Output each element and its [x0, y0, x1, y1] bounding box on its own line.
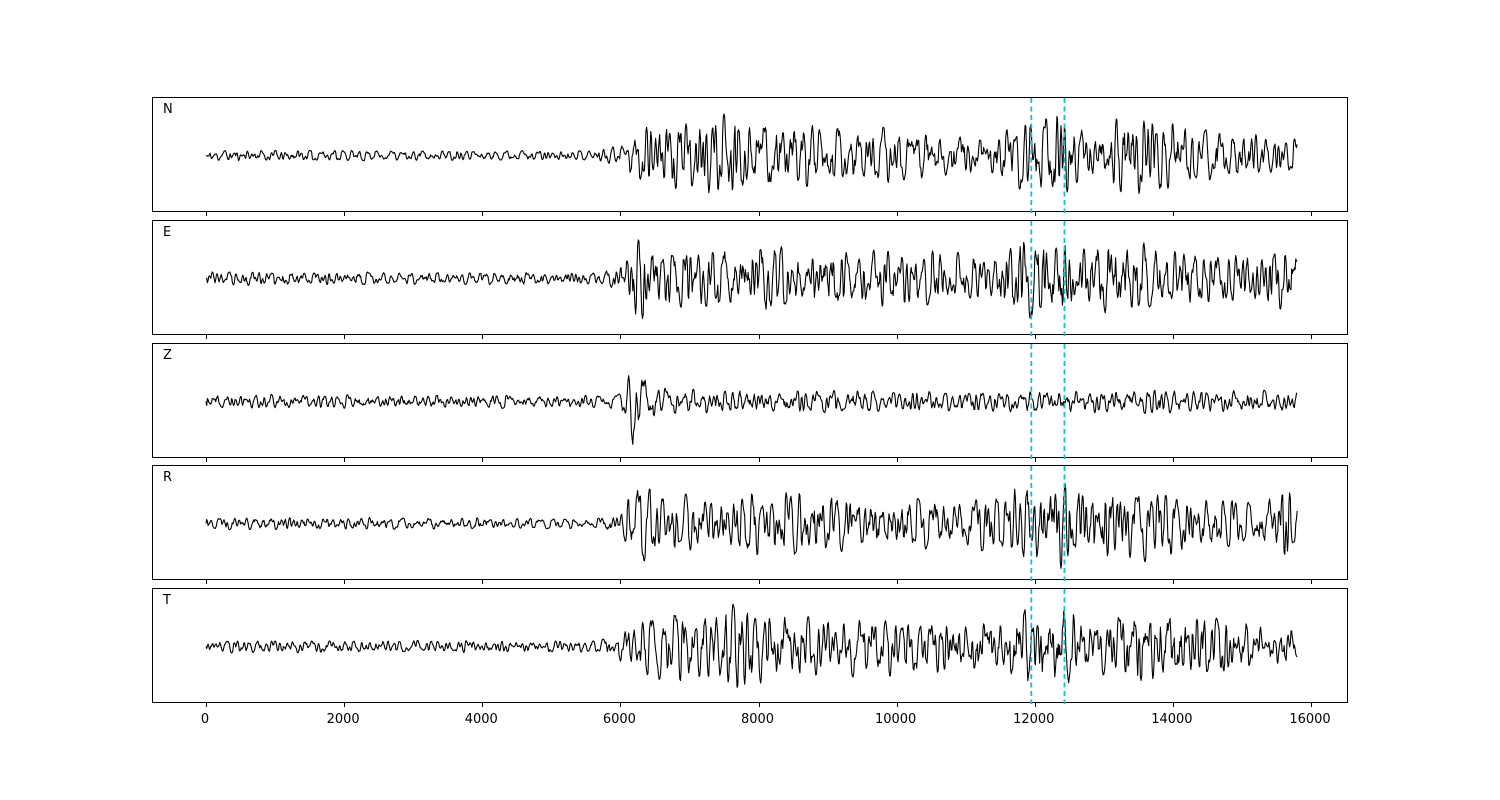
x-tick-mark — [206, 580, 207, 585]
x-tick-mark — [482, 334, 484, 339]
x-tick-mark — [482, 703, 484, 708]
x-tick-mark — [206, 212, 207, 216]
x-tick-mark — [758, 703, 760, 708]
x-tick-mark — [758, 212, 760, 216]
waveform-plot — [205, 343, 1298, 459]
x-tick-mark — [896, 580, 898, 585]
x-tick-mark — [1172, 212, 1174, 216]
x-tick-mark — [1034, 212, 1036, 216]
waveform-path — [205, 239, 1298, 319]
x-tick-label: 16000 — [1289, 712, 1331, 728]
x-tick-mark — [1311, 334, 1312, 339]
x-tick-mark — [206, 703, 207, 708]
x-tick-mark — [620, 457, 622, 462]
x-tick-mark — [344, 212, 346, 216]
x-tick-mark — [758, 457, 760, 462]
x-tick-mark — [620, 580, 622, 585]
x-tick-mark — [1172, 334, 1174, 339]
x-tick-mark — [758, 580, 760, 585]
waveform-plot — [205, 98, 1298, 213]
x-tick-label: 4000 — [464, 712, 498, 728]
x-tick-label: 12000 — [1013, 712, 1055, 728]
waveform-path — [205, 374, 1298, 445]
x-tick-label: 14000 — [1151, 712, 1193, 728]
x-tick-mark — [344, 703, 346, 708]
trace-label: R — [163, 470, 173, 486]
waveform-path — [205, 603, 1298, 689]
trace-panel: E — [152, 219, 1348, 339]
x-tick-mark — [1034, 334, 1036, 339]
trace-label: N — [163, 102, 173, 117]
x-tick-mark — [482, 212, 484, 216]
trace-panel: N — [152, 97, 1348, 216]
x-tick-label: 0 — [200, 712, 210, 728]
trace-label: Z — [163, 347, 172, 363]
trace-panel: R — [152, 465, 1348, 585]
waveform-path — [205, 483, 1298, 570]
x-tick-mark — [1034, 703, 1036, 708]
x-tick-label: 2000 — [326, 712, 360, 728]
x-tick-mark — [1311, 580, 1312, 585]
waveform-plot — [205, 589, 1298, 705]
x-tick-mark — [1034, 580, 1036, 585]
x-tick-mark — [482, 580, 484, 585]
trace-panel: T — [152, 588, 1348, 708]
trace-label: T — [163, 593, 171, 609]
x-tick-mark — [206, 457, 207, 462]
x-tick-mark — [758, 334, 760, 339]
x-tick-mark — [896, 457, 898, 462]
x-tick-mark — [344, 457, 346, 462]
x-tick-mark — [482, 457, 484, 462]
x-tick-mark — [1172, 703, 1174, 708]
x-tick-label: 8000 — [740, 712, 775, 728]
x-tick-label: 6000 — [602, 712, 636, 728]
x-tick-mark — [344, 580, 346, 585]
x-tick-mark — [896, 212, 898, 216]
x-axis: 0 2000 4000 6000 8000 10000 12000 14000 16000 — [152, 703, 1348, 735]
x-tick-label: 10000 — [874, 712, 917, 728]
x-tick-mark — [620, 212, 622, 216]
waveform-plot — [205, 220, 1298, 336]
x-tick-mark — [1172, 457, 1174, 462]
x-tick-mark — [896, 334, 898, 339]
x-tick-mark — [1172, 580, 1174, 585]
waveform-plot — [205, 466, 1298, 582]
waveform-path — [205, 113, 1298, 195]
x-tick-mark — [1311, 212, 1312, 216]
x-tick-mark — [1311, 457, 1312, 462]
trace-label: E — [163, 224, 172, 240]
x-tick-mark — [1311, 703, 1312, 708]
x-tick-mark — [206, 334, 207, 339]
x-tick-mark — [620, 703, 622, 708]
x-tick-mark — [896, 703, 898, 708]
x-tick-mark — [1034, 457, 1036, 462]
x-tick-mark — [344, 334, 346, 339]
trace-panel: Z — [152, 342, 1348, 462]
x-tick-mark — [620, 334, 622, 339]
